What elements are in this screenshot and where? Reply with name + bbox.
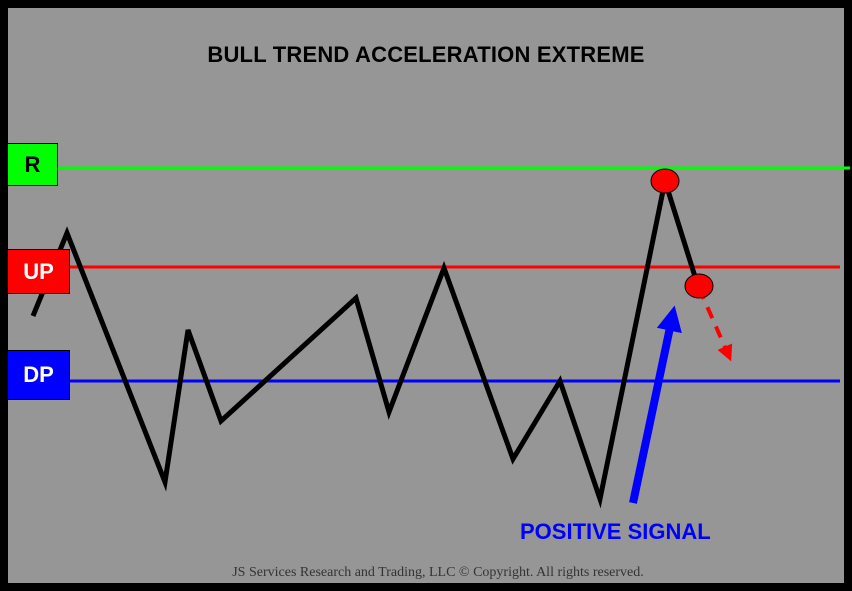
diagram-title: BULL TREND ACCELERATION EXTREME [207, 42, 645, 67]
price-line [30, 171, 700, 509]
positive-signal-label: POSITIVE SIGNAL [520, 519, 711, 544]
dp-label: DP [7, 350, 70, 400]
extreme-top-marker [650, 168, 680, 194]
up-cross-marker [684, 273, 714, 299]
positive-signal-arrow [629, 305, 682, 504]
resistance-label: R [7, 143, 58, 186]
up-label: UP [7, 249, 70, 294]
copyright-notice: JS Services Research and Trading, LLC © … [232, 565, 644, 580]
